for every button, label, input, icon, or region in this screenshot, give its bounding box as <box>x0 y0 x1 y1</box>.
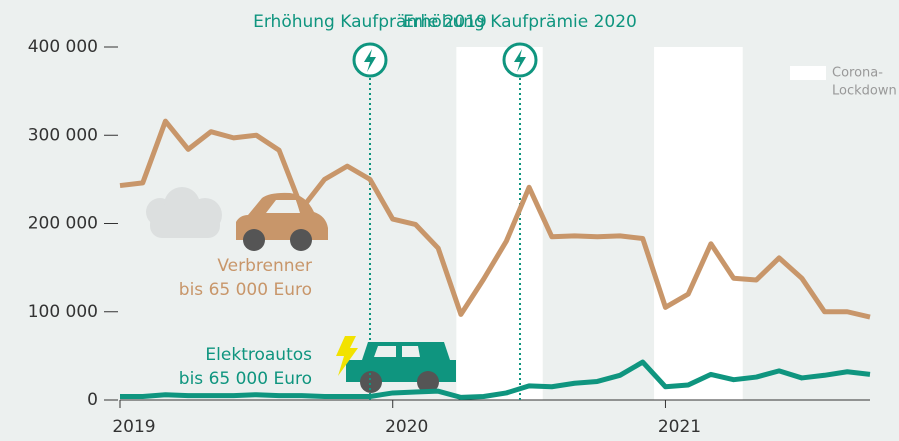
series-line <box>119 118 871 320</box>
series-label: Elektroautos <box>205 345 312 365</box>
lockdown-band <box>654 47 743 400</box>
lightning-icon <box>514 49 526 72</box>
electric-car <box>336 336 456 393</box>
series-line <box>120 359 871 400</box>
combustion-car <box>236 192 328 251</box>
lockdown-band <box>456 47 543 400</box>
y-tick-label: 200 000 <box>28 214 98 234</box>
series-label: bis 65 000 Euro <box>179 369 312 389</box>
cloud <box>146 187 222 238</box>
y-tick-label: 300 000 <box>28 125 98 145</box>
y-tick-label: 0 <box>87 390 98 410</box>
x-tick-label: 2021 <box>658 417 701 437</box>
series-label: bis 65 000 Euro <box>179 280 312 300</box>
y-tick-label: 100 000 <box>28 302 98 322</box>
annotation: Erhöhung Kaufprämie 2020 <box>403 12 637 32</box>
x-tick-label: 2020 <box>385 417 428 437</box>
x-tick-label: 2019 <box>112 417 155 437</box>
series-label: Verbrenner <box>217 256 312 276</box>
band-legend-label: Corona- <box>832 66 883 81</box>
band-legend-label: Lockdown <box>832 84 897 99</box>
y-tick-label: 400 000 <box>28 37 98 57</box>
band-legend-swatch <box>790 66 826 80</box>
lightning-icon <box>364 49 376 72</box>
annotation: Erhöhung Kaufprämie 2019 <box>253 12 487 32</box>
